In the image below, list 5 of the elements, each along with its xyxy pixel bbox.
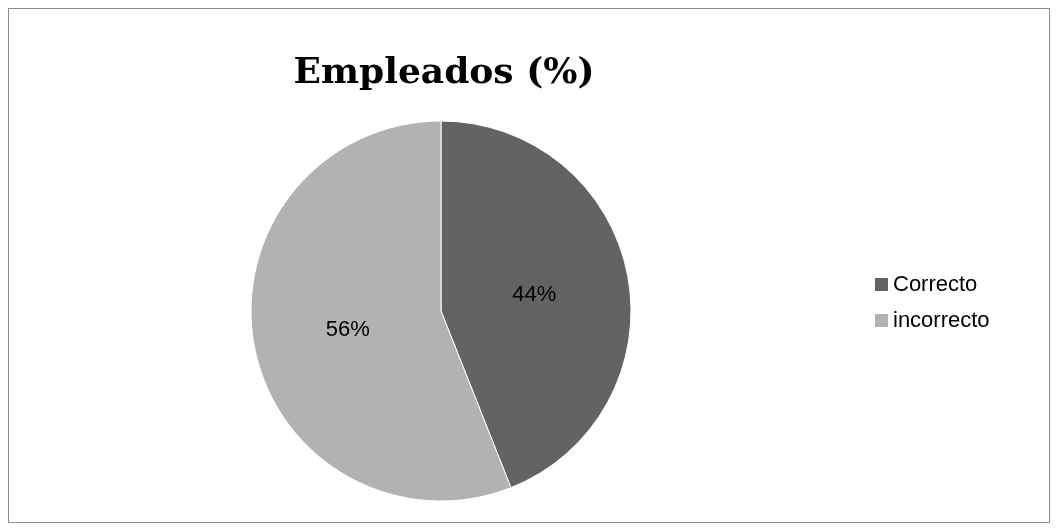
legend-label: incorrecto	[893, 307, 990, 333]
chart-title: Empleados (%)	[292, 49, 596, 91]
data-label: 44%	[512, 280, 557, 306]
legend-label: Correcto	[893, 271, 978, 297]
data-label: 56%	[325, 316, 370, 342]
